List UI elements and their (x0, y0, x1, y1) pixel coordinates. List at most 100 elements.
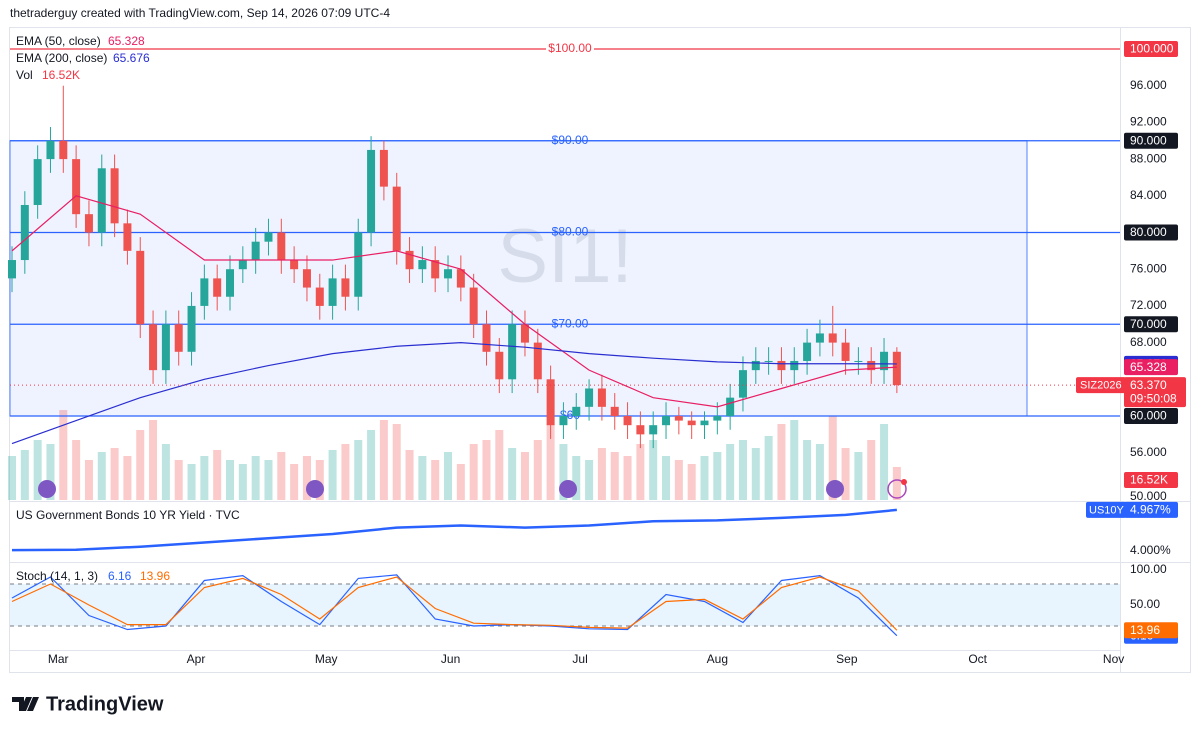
event-icon[interactable] (306, 480, 324, 498)
candle-body (97, 168, 106, 233)
volume-bar (72, 440, 81, 500)
volume-bar (623, 456, 632, 500)
candle-body (33, 159, 42, 205)
volume-bar (713, 452, 722, 500)
volume-bar (546, 424, 555, 500)
y-tick-label: 50.000 (1130, 489, 1167, 503)
candle-body (520, 324, 529, 343)
candle-body (790, 360, 799, 371)
candle-body (392, 186, 401, 251)
event-icon[interactable] (38, 480, 56, 498)
volume-bar (213, 450, 222, 500)
candle-body (161, 324, 170, 371)
volume-bar (8, 456, 16, 500)
candle-body (59, 140, 68, 160)
candle-body (469, 287, 478, 325)
symbol-badge: SIZ2026 (1080, 379, 1122, 391)
stoch-tick-label: 100.00 (1130, 562, 1167, 576)
volume-bar (520, 452, 529, 500)
x-tick-label: Jul (572, 652, 587, 666)
candle-body (892, 351, 901, 386)
event-icon[interactable] (826, 480, 844, 498)
candle-body (187, 305, 196, 352)
candle-body (315, 287, 324, 306)
volume-bar (264, 460, 273, 500)
y-tick-label: 56.000 (1130, 445, 1167, 459)
volume-bar (277, 452, 286, 500)
candle-body (674, 416, 683, 421)
axis-layer: 100.000 90.000 80.000 70.000 60.000 65.676 65.… (48, 41, 1186, 666)
volume-bar (123, 456, 132, 500)
candle-body (72, 159, 81, 215)
volume-bar (738, 440, 747, 500)
stoch-line (11, 576, 898, 631)
volume-bar (751, 448, 760, 500)
volume-bar (110, 448, 119, 500)
event-icons (38, 479, 907, 499)
stoch-last-label-bg (1124, 622, 1178, 639)
volume-bar (572, 456, 581, 500)
candle-body (777, 360, 786, 371)
candle-body (854, 360, 863, 362)
volume-bar (20, 450, 29, 500)
candle-body (649, 425, 658, 435)
volume-bar (597, 448, 606, 500)
candle-body (572, 406, 581, 417)
level-axis-label-bg (1124, 132, 1178, 149)
volume-bar (585, 460, 594, 500)
volume-axis-label: 16.52K (1130, 473, 1168, 487)
candle-body (610, 406, 619, 417)
candle-body (456, 269, 465, 288)
level-axis-label: 80.000 (1130, 225, 1167, 239)
legend-stoch-k: 6.16 (108, 569, 132, 583)
volume-bar (367, 430, 376, 500)
level-axis-label: 90.000 (1130, 133, 1167, 147)
level-axis-label-bg (1124, 316, 1178, 333)
legend-stoch-d: 13.96 (140, 569, 170, 583)
volume-bar (200, 456, 209, 500)
candle-body (841, 342, 850, 361)
x-tick-label: Aug (707, 652, 728, 666)
candle-body (213, 278, 222, 297)
volume-bar (418, 456, 427, 500)
event-icon[interactable] (887, 479, 907, 499)
candle-body (687, 420, 696, 426)
candle-body (174, 324, 183, 352)
x-tick-label: Mar (48, 652, 69, 666)
candle-body (828, 333, 837, 343)
candle-body (418, 260, 427, 270)
lower-panes (10, 508, 1120, 637)
candle-body (238, 260, 247, 270)
legend-vol: Vol (16, 68, 33, 82)
volume-bar (662, 456, 671, 500)
legend-ema50: EMA (50, close) (16, 34, 101, 48)
x-tick-label: Oct (968, 652, 987, 666)
logo-text: TradingView (46, 693, 164, 715)
x-tick-label: Sep (836, 652, 858, 666)
candle-body (46, 140, 55, 160)
volume-bar (533, 440, 542, 500)
candle-body (264, 232, 273, 242)
volume-bar (687, 464, 696, 500)
volume-bar (508, 448, 517, 500)
y-tick-label: 92.000 (1130, 115, 1167, 129)
candle-body (444, 269, 453, 279)
candle-body (508, 324, 517, 380)
volume-bar (302, 456, 311, 500)
volume-bar (841, 448, 850, 500)
volume-bar (495, 430, 504, 500)
volume-bar (226, 460, 235, 500)
candle-body (367, 149, 376, 233)
volume-bar (444, 452, 453, 500)
volume-bar (238, 464, 247, 500)
event-icon[interactable] (559, 480, 577, 498)
candle-body (597, 388, 606, 407)
candle-body (751, 360, 760, 371)
volume-bar (726, 444, 735, 500)
candle-body (815, 333, 824, 343)
candle-body (867, 360, 876, 371)
ema-line (11, 195, 897, 408)
candle-body (700, 420, 709, 426)
x-tick-label: Jun (441, 652, 460, 666)
